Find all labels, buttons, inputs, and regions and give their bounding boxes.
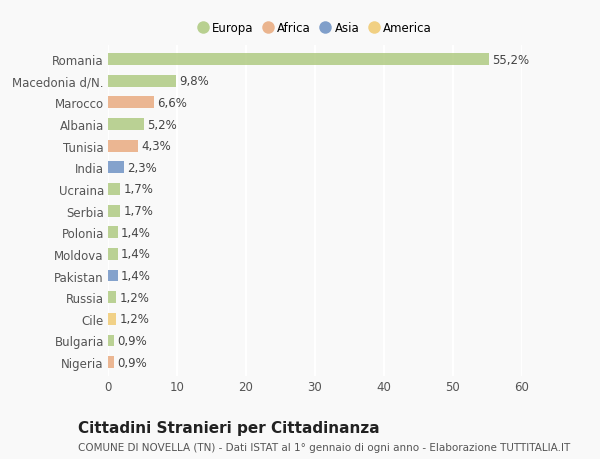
Bar xyxy=(108,313,116,325)
Text: 1,2%: 1,2% xyxy=(120,291,149,304)
Text: 1,4%: 1,4% xyxy=(121,269,151,282)
Legend: Europa, Africa, Asia, America: Europa, Africa, Asia, America xyxy=(194,19,436,39)
Bar xyxy=(108,291,116,303)
Text: 5,2%: 5,2% xyxy=(148,118,177,131)
Text: 0,9%: 0,9% xyxy=(118,356,148,369)
Bar xyxy=(108,356,114,368)
Bar xyxy=(108,248,118,260)
Text: 1,7%: 1,7% xyxy=(123,205,153,218)
Text: 1,4%: 1,4% xyxy=(121,248,151,261)
Text: 1,4%: 1,4% xyxy=(121,226,151,239)
Bar xyxy=(108,205,120,217)
Bar xyxy=(108,54,489,66)
Text: Cittadini Stranieri per Cittadinanza: Cittadini Stranieri per Cittadinanza xyxy=(78,420,380,435)
Text: COMUNE DI NOVELLA (TN) - Dati ISTAT al 1° gennaio di ogni anno - Elaborazione TU: COMUNE DI NOVELLA (TN) - Dati ISTAT al 1… xyxy=(78,442,570,452)
Text: 9,8%: 9,8% xyxy=(179,75,209,88)
Text: 1,7%: 1,7% xyxy=(123,183,153,196)
Text: 55,2%: 55,2% xyxy=(493,53,529,67)
Text: 4,3%: 4,3% xyxy=(141,140,171,153)
Text: 0,9%: 0,9% xyxy=(118,334,148,347)
Bar xyxy=(108,184,120,196)
Text: 1,2%: 1,2% xyxy=(120,313,149,325)
Bar xyxy=(108,162,124,174)
Text: 2,3%: 2,3% xyxy=(127,162,157,174)
Bar xyxy=(108,270,118,282)
Bar xyxy=(108,140,137,152)
Text: 6,6%: 6,6% xyxy=(157,97,187,110)
Bar xyxy=(108,227,118,239)
Bar xyxy=(108,119,144,131)
Bar xyxy=(108,97,154,109)
Bar xyxy=(108,335,114,347)
Bar xyxy=(108,76,176,88)
